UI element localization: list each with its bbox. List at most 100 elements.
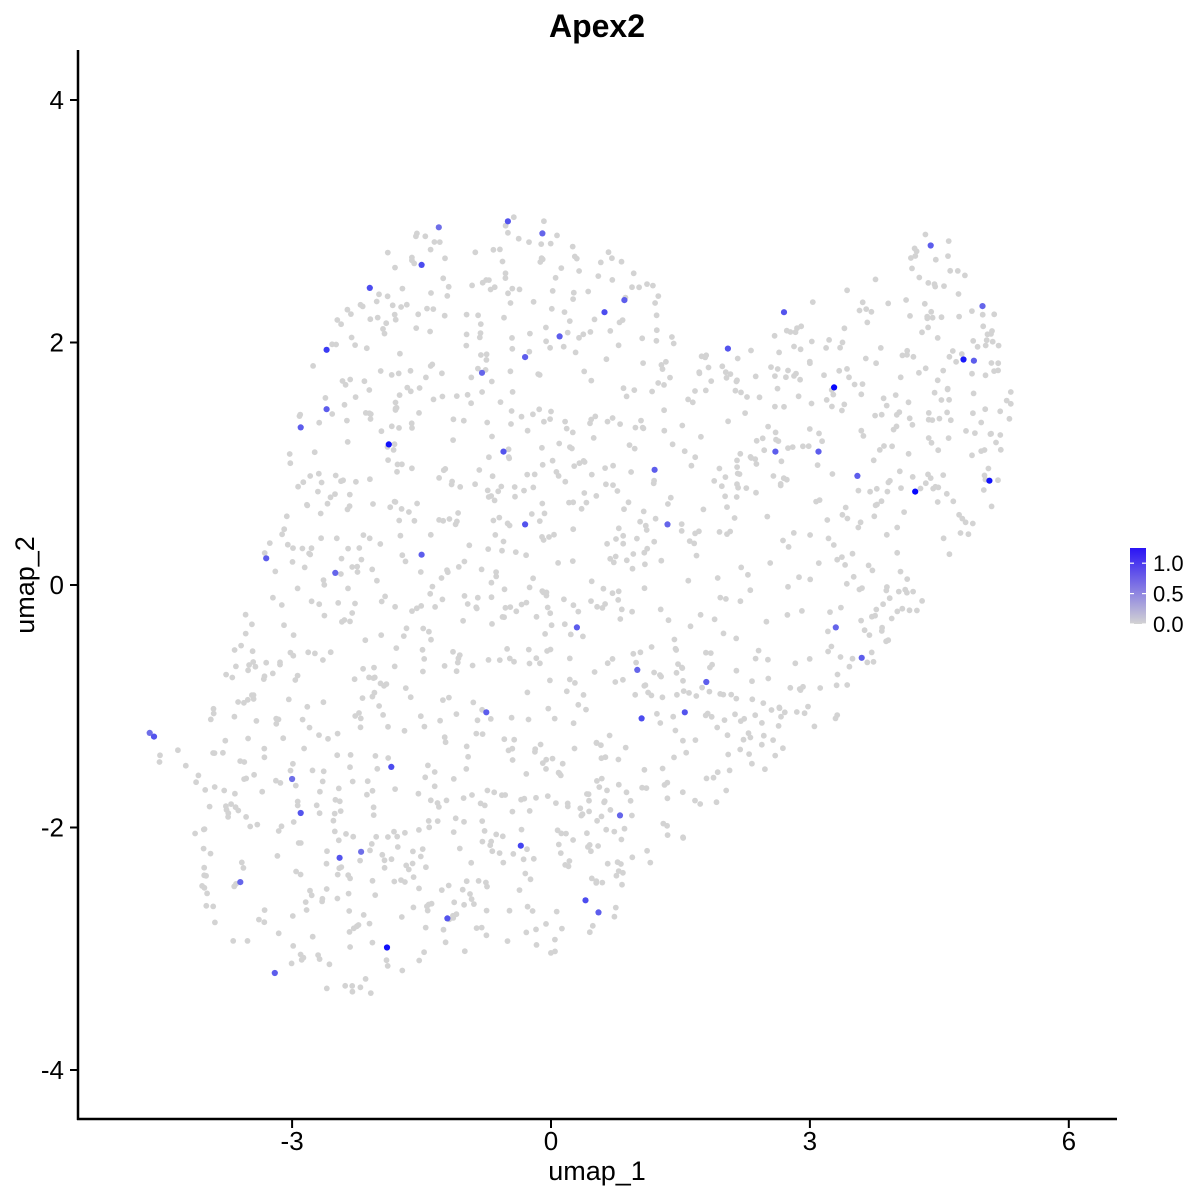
cell-point	[733, 635, 740, 642]
cell-point	[391, 878, 398, 885]
cell-point	[547, 416, 553, 422]
cell-point	[771, 332, 778, 339]
cell-point	[983, 337, 990, 344]
cell-point	[431, 239, 438, 245]
expressing-cell-point	[150, 733, 158, 740]
cell-point	[685, 577, 692, 584]
cell-point	[577, 805, 584, 812]
cell-point	[858, 391, 865, 398]
cell-point	[541, 218, 547, 225]
cell-point	[410, 874, 417, 880]
cell-point	[307, 551, 314, 558]
cell-point	[569, 445, 575, 452]
cell-point	[334, 730, 341, 737]
cell-point	[865, 562, 872, 569]
cell-point	[308, 545, 315, 552]
cell-point	[546, 534, 552, 540]
cell-point	[290, 819, 297, 825]
cell-point	[946, 396, 952, 403]
cell-point	[377, 541, 384, 547]
cell-point	[925, 324, 931, 331]
cell-point	[484, 787, 491, 794]
cell-point	[413, 325, 420, 331]
cell-point	[781, 403, 787, 410]
cell-point	[483, 907, 490, 914]
cell-point	[605, 249, 612, 256]
cell-point	[909, 474, 916, 480]
cell-point	[858, 427, 865, 434]
cell-point	[906, 607, 913, 614]
cell-point	[778, 458, 785, 465]
cell-point	[329, 411, 336, 417]
cell-point	[702, 387, 709, 394]
cell-point	[607, 555, 614, 562]
cell-point	[416, 385, 423, 391]
cell-point	[407, 367, 414, 374]
cell-point	[424, 305, 430, 312]
cell-point	[304, 703, 311, 710]
cell-point	[202, 787, 209, 793]
cell-point	[211, 750, 218, 756]
cell-point	[785, 445, 791, 451]
cell-point	[637, 518, 643, 525]
cell-point	[464, 391, 471, 398]
cell-point	[344, 506, 351, 513]
cell-point	[650, 282, 656, 289]
cell-point	[807, 532, 813, 538]
cell-point	[648, 644, 655, 650]
cell-point	[627, 797, 634, 804]
cell-point	[295, 840, 302, 846]
cell-point	[398, 506, 405, 512]
cell-point	[478, 566, 485, 573]
cell-point	[615, 342, 622, 349]
y-tick-label: -4	[41, 1055, 64, 1085]
cell-point	[615, 597, 622, 603]
cell-point	[192, 830, 199, 837]
cell-point	[351, 676, 358, 683]
cell-point	[925, 280, 932, 286]
cell-point	[755, 647, 762, 654]
cell-point	[639, 335, 646, 342]
cell-point	[760, 700, 767, 706]
cell-point	[245, 735, 252, 742]
cell-point	[913, 248, 920, 255]
color-legend: 1.0 0.5 0.0	[1130, 548, 1184, 637]
cell-point	[628, 469, 634, 475]
cell-point	[370, 675, 377, 681]
cell-point	[743, 485, 750, 491]
cell-point	[309, 933, 316, 940]
expressing-cell-point	[927, 242, 934, 249]
cell-point	[416, 827, 422, 833]
cell-point	[427, 246, 434, 253]
cell-point	[652, 515, 659, 522]
cell-point	[360, 665, 366, 672]
cell-point	[800, 443, 806, 450]
cell-point	[460, 417, 467, 424]
cell-point	[381, 857, 388, 864]
cell-point	[861, 627, 868, 634]
cell-point	[277, 661, 283, 668]
cell-point	[320, 577, 327, 583]
cell-point	[319, 778, 326, 785]
cell-point	[744, 394, 750, 400]
cell-point	[765, 656, 771, 663]
cell-point	[425, 762, 431, 769]
cell-point	[823, 345, 829, 351]
cell-point	[671, 636, 678, 643]
cell-point	[752, 456, 759, 462]
cell-point	[543, 766, 549, 772]
cell-point	[473, 925, 480, 931]
cell-point	[832, 715, 839, 722]
cell-point	[223, 671, 230, 678]
cell-point	[553, 800, 559, 806]
cell-point	[317, 788, 323, 795]
cell-point	[774, 385, 781, 392]
cell-point	[530, 575, 536, 582]
cell-point	[509, 345, 516, 352]
cell-point	[223, 806, 230, 813]
cell-point	[363, 345, 370, 352]
cell-point	[509, 808, 516, 815]
cell-point	[667, 494, 674, 501]
cell-point	[231, 883, 238, 890]
cell-point	[344, 439, 351, 445]
